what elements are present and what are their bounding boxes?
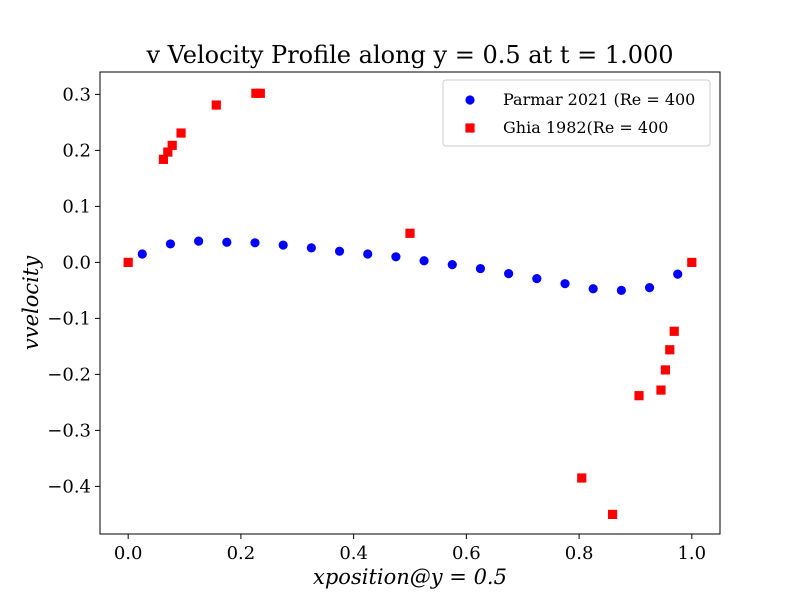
legend-marker-ghia — [465, 123, 475, 133]
axis-ticks: 0.0 0.2 0.4 0.6 0.8 1.0 0.3 0.2 0.1 0.0 −0.1 −0.2 −0… — [47, 84, 706, 564]
legend-label: Ghia 1982(Re = 400 — [503, 118, 668, 137]
x-tick-label: 0.0 — [114, 543, 143, 564]
parmar-data-point — [391, 252, 401, 262]
ghia-data-point — [656, 385, 666, 395]
x-tick-label: 0.4 — [339, 543, 368, 564]
ghia-data-point — [167, 140, 177, 150]
parmar-data-point — [165, 239, 176, 249]
parmar-data-point — [616, 285, 626, 295]
parmar-data-point — [334, 246, 345, 256]
parmar-data-point — [644, 283, 655, 293]
y-tick-label: −0.1 — [47, 308, 91, 329]
x-tick-label: 0.2 — [227, 543, 256, 564]
plot-area — [123, 88, 697, 519]
x-tick-label: 0.8 — [565, 543, 594, 564]
ghia-data-point — [607, 509, 618, 519]
ghia-data-point — [669, 326, 679, 336]
ghia-data-point — [163, 147, 173, 157]
parmar-data-point — [588, 284, 598, 294]
parmar-data-point — [222, 237, 232, 247]
y-tick-label: 0.3 — [62, 84, 91, 105]
ghia-data-point — [687, 257, 697, 267]
parmar-data-point — [447, 260, 457, 270]
legend-frame — [442, 79, 711, 147]
y-axis-label: vvelocity — [19, 255, 43, 350]
parmar-data-point — [250, 238, 260, 248]
ghia-data-point — [158, 154, 169, 164]
chart-title: v Velocity Profile along y = 0.5 at t = … — [145, 41, 673, 69]
y-tick-label: −0.4 — [47, 476, 91, 497]
parmar-data-point — [504, 269, 514, 279]
ghia-data-point — [634, 391, 644, 401]
x-axis-label: xposition@y = 0.5 — [313, 565, 507, 589]
legend-label: Parmar 2021 (Re = 400 — [503, 90, 695, 109]
x-tick-label: 1.0 — [677, 543, 706, 564]
parmar-data-point — [278, 240, 288, 250]
x-tick-label: 0.6 — [452, 543, 481, 564]
parmar-data-point — [475, 263, 486, 274]
ghia-data-point — [255, 88, 265, 98]
parmar-data-point — [363, 249, 373, 259]
legend: Parmar 2021 (Re = 400 Ghia 1982(Re = 400 — [442, 79, 711, 147]
parmar-data-point — [673, 269, 683, 279]
parmar-data-point — [560, 279, 570, 289]
parmar-data-point — [137, 249, 147, 259]
ghia-data-point — [123, 257, 133, 267]
ghia-data-point — [176, 128, 186, 138]
ghia-data-point — [405, 228, 415, 238]
y-tick-label: −0.2 — [47, 364, 91, 385]
y-tick-label: −0.3 — [47, 420, 91, 441]
y-tick-label: 0.0 — [62, 252, 91, 273]
ghia-data-point — [660, 365, 670, 375]
parmar-data-point — [194, 236, 204, 246]
parmar-data-point — [419, 256, 429, 266]
plot-frame — [99, 71, 721, 535]
ghia-data-point — [211, 100, 221, 110]
parmar-data-point — [532, 274, 542, 284]
y-tick-label: 0.1 — [62, 196, 91, 217]
ghia-data-point — [577, 473, 587, 483]
parmar-data-point — [306, 243, 316, 253]
ghia-data-point — [665, 345, 675, 355]
y-tick-label: 0.2 — [62, 140, 91, 161]
legend-marker-parmar — [465, 95, 475, 105]
